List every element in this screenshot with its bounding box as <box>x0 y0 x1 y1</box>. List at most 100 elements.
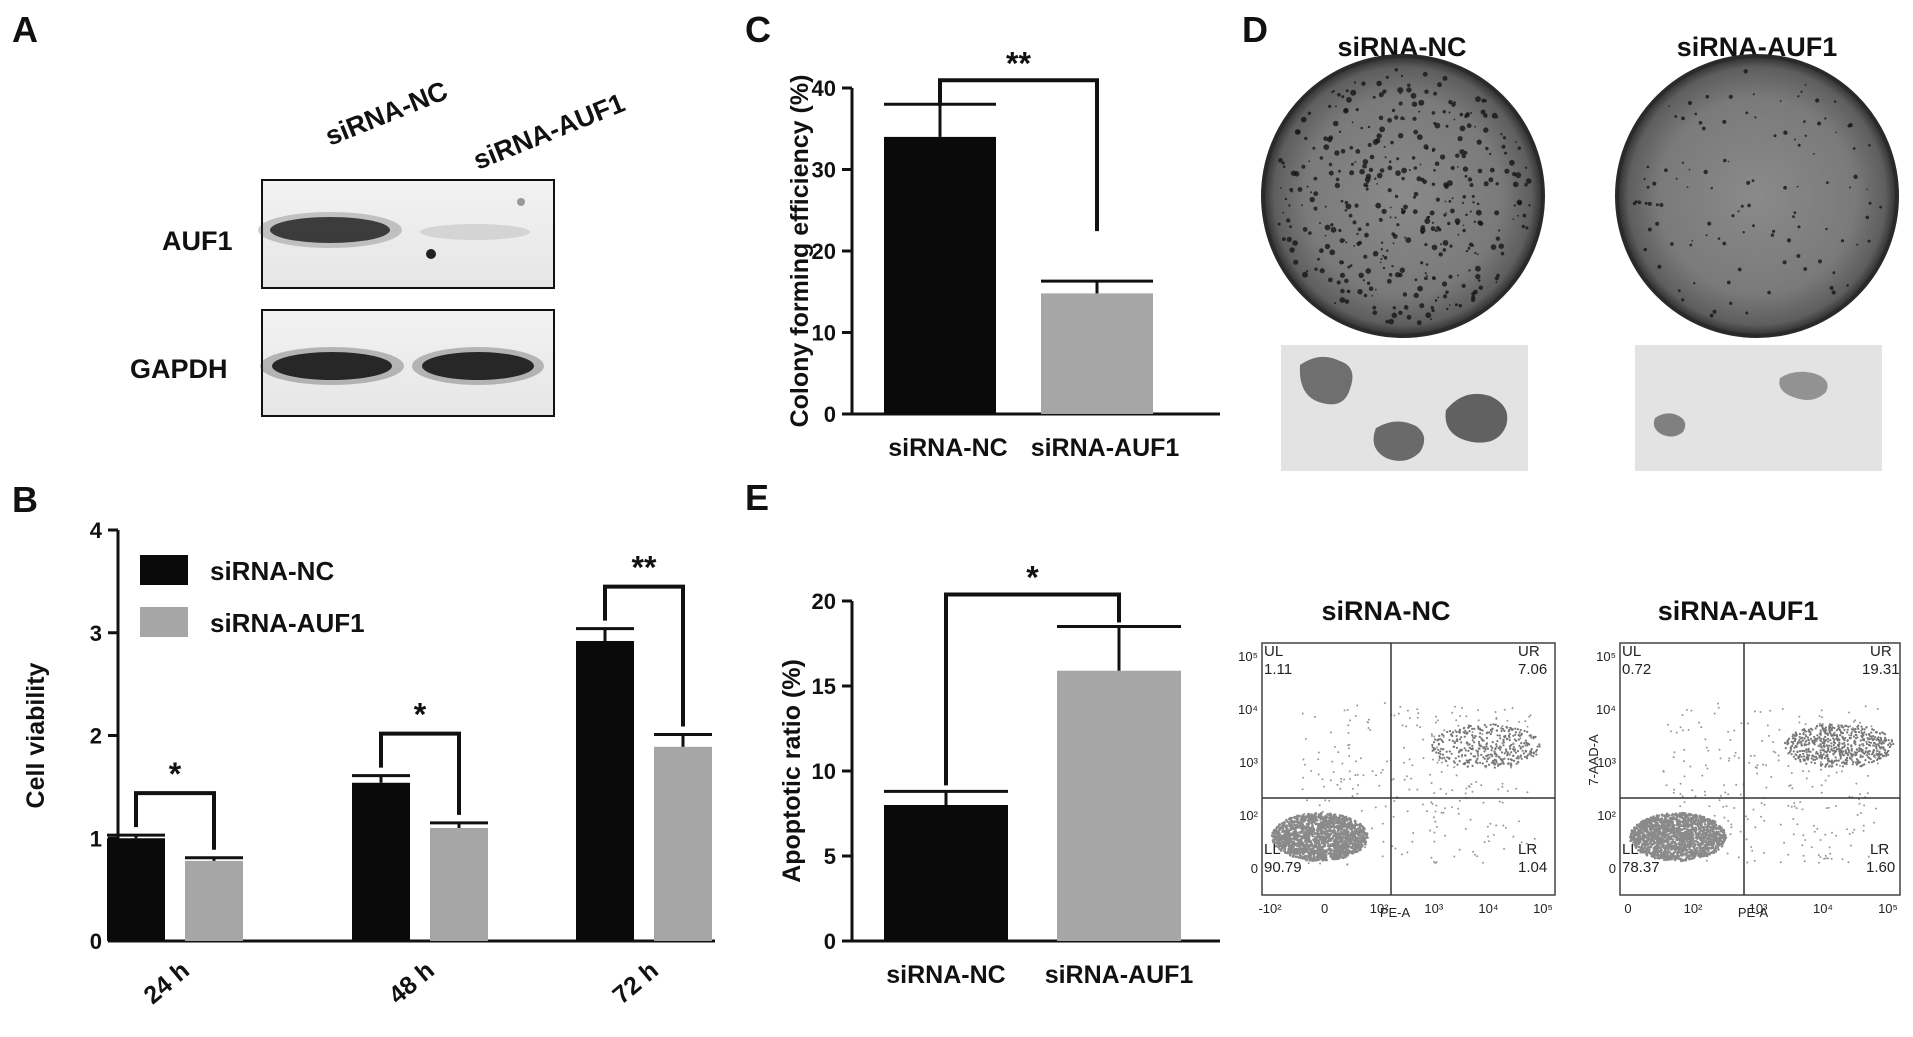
colony-zoom-auf1 <box>1635 345 1882 471</box>
event-dot <box>1859 739 1862 742</box>
event-dot <box>1431 734 1433 737</box>
event-dot <box>1359 831 1363 834</box>
event-dot <box>1479 732 1482 735</box>
event-dot <box>1820 724 1823 727</box>
event-dot <box>1806 753 1809 756</box>
event-dot <box>1885 751 1889 754</box>
event-dot <box>1350 845 1354 849</box>
colony-dot <box>1698 121 1703 125</box>
event-dot <box>1281 830 1284 834</box>
event-dot <box>1874 736 1877 739</box>
event-dot <box>1877 738 1880 741</box>
y-tick-label: 5 <box>824 844 836 869</box>
event-dot <box>1825 729 1828 732</box>
event-dot <box>1706 846 1709 850</box>
colony-dot <box>1723 158 1727 163</box>
event-dot <box>1482 861 1484 864</box>
quad-name-ur: UR <box>1518 643 1540 660</box>
event-dot <box>1325 834 1329 838</box>
event-dot <box>1695 850 1698 854</box>
event-dot <box>1488 840 1490 843</box>
event-dot <box>1300 831 1303 834</box>
colony-dot <box>1701 126 1706 131</box>
event-dot <box>1330 843 1333 846</box>
colony-dot <box>1424 276 1428 281</box>
event-dot <box>1850 749 1853 752</box>
colony-dot <box>1435 197 1440 202</box>
event-dot <box>1655 814 1659 817</box>
event-dot <box>1686 829 1690 832</box>
quad-name-lr: LR <box>1518 841 1537 858</box>
event-dot <box>1477 754 1480 757</box>
colony-dot <box>1348 213 1353 218</box>
legend-label: siRNA-NC <box>210 556 334 586</box>
event-dot <box>1721 833 1725 837</box>
event-dot <box>1524 749 1527 752</box>
event-dot <box>1819 733 1822 736</box>
event-dot <box>1293 823 1297 827</box>
event-dot <box>1652 815 1655 818</box>
event-dot <box>1632 834 1636 838</box>
blot-band-auf1-knockdown <box>420 224 530 240</box>
colony-dot <box>1330 223 1334 227</box>
event-dot <box>1707 749 1710 752</box>
event-dot <box>1830 745 1833 748</box>
event-dot <box>1722 828 1726 832</box>
bar <box>884 136 996 414</box>
flow-x-tick: 10³ <box>1424 901 1443 916</box>
colony-dot <box>1442 75 1448 81</box>
y-tick-label: 2 <box>90 724 102 749</box>
event-dot <box>1458 728 1462 731</box>
event-dot <box>1340 849 1343 853</box>
event-dot <box>1337 854 1340 857</box>
event-dot <box>1493 766 1496 769</box>
colony-dot <box>1767 290 1771 295</box>
event-dot <box>1326 825 1329 829</box>
y-tick-label: 1 <box>90 826 102 851</box>
event-dot <box>1873 742 1876 745</box>
event-dot <box>1339 787 1342 790</box>
event-dot <box>1358 846 1362 849</box>
event-dot <box>1333 826 1336 829</box>
colony-dot <box>1431 147 1436 152</box>
event-dot <box>1301 857 1304 860</box>
colony-dot <box>1430 226 1436 232</box>
event-dot <box>1890 740 1894 743</box>
significance-bracket <box>944 592 1121 786</box>
event-dot <box>1819 751 1822 754</box>
colony-dot <box>1350 89 1357 96</box>
event-dot <box>1354 774 1357 777</box>
colony-dot <box>1359 168 1365 175</box>
event-dot <box>1666 841 1670 844</box>
event-dot <box>1359 839 1362 843</box>
colony-dot <box>1328 170 1334 176</box>
colony-dot <box>1464 112 1470 118</box>
colony-dot <box>1515 141 1517 143</box>
colony-dot <box>1372 139 1379 146</box>
event-dot <box>1859 756 1862 759</box>
event-dot <box>1296 838 1299 842</box>
event-dot <box>1666 843 1669 847</box>
colony-dot <box>1524 182 1528 187</box>
event-dot <box>1478 735 1481 739</box>
event-dot <box>1278 823 1281 826</box>
event-dot <box>1327 848 1330 851</box>
event-dot <box>1530 736 1533 739</box>
event-dot <box>1328 799 1331 802</box>
colony-dot <box>1832 271 1836 275</box>
colony-dot <box>1357 227 1362 232</box>
event-dot <box>1276 833 1279 836</box>
flow-x-tick: -10² <box>1258 901 1282 916</box>
event-dot <box>1406 810 1409 813</box>
colony-dot <box>1334 302 1336 305</box>
event-dot <box>1851 763 1854 766</box>
event-dot <box>1833 726 1836 730</box>
event-dot <box>1646 839 1649 842</box>
colony-dot <box>1731 214 1735 218</box>
colony-dot <box>1449 244 1453 248</box>
colony-dot <box>1412 209 1418 215</box>
colony-dot <box>1852 147 1856 150</box>
event-dot <box>1354 715 1357 717</box>
event-dot <box>1633 837 1636 841</box>
